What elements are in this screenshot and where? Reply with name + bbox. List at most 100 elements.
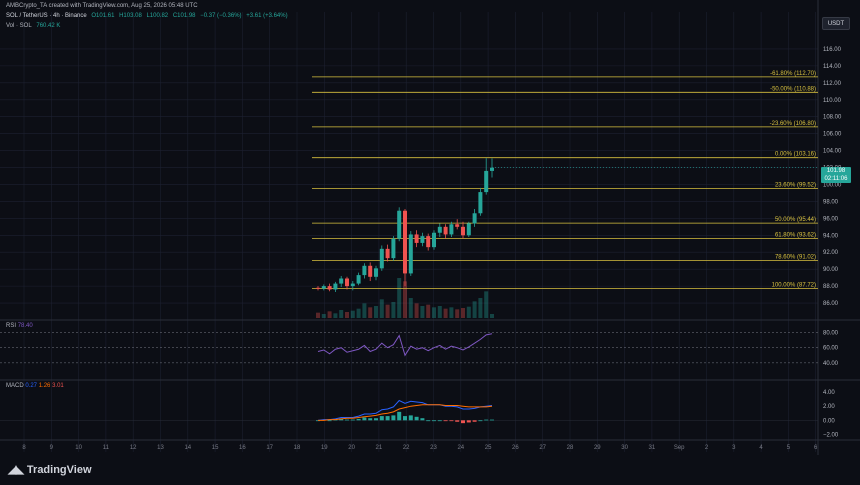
- x-tick-label: 16: [239, 445, 246, 451]
- volume-bar: [443, 308, 448, 318]
- tradingview-logo-icon: ◢◣: [8, 464, 24, 476]
- macd-v1: 0.27: [25, 383, 38, 389]
- x-tick-label: 9: [50, 445, 54, 451]
- macd-histogram-bar: [426, 420, 431, 422]
- volume-bar: [339, 310, 344, 318]
- macd-v2: 1.26: [38, 383, 51, 389]
- volume-bar: [356, 308, 361, 318]
- fib-level-label: 0.00% (103.16): [775, 152, 816, 158]
- x-tick-label: 18: [294, 445, 301, 451]
- candle-body: [455, 224, 460, 227]
- candle-body: [426, 236, 431, 248]
- x-tick-label: 25: [485, 445, 492, 451]
- ohlc-low: L100.82: [146, 13, 169, 19]
- symbol-info: SOL / TetherUS · 4h · Binance O101.61 H1…: [6, 13, 291, 19]
- brand-name: TradingView: [26, 463, 92, 476]
- fib-level-label: -23.60% (106.80): [770, 121, 816, 127]
- fib-level-label: -50.00% (110.88): [770, 86, 816, 92]
- macd-histogram-bar: [484, 419, 489, 421]
- x-tick-label: 13: [157, 445, 164, 451]
- volume-bar: [455, 309, 460, 318]
- x-tick-label: 26: [512, 445, 519, 451]
- y-tick-label: 112.00: [823, 81, 842, 87]
- macd-tick-label: −2.00: [823, 432, 839, 438]
- candle-body: [472, 213, 477, 224]
- x-tick-label: 28: [567, 445, 574, 451]
- volume-value: 760.42 K: [36, 23, 61, 29]
- macd-histogram-bar: [449, 420, 454, 422]
- x-tick-label: Sep: [674, 445, 685, 451]
- candle-body: [379, 248, 384, 269]
- x-tick-label: 27: [539, 445, 546, 451]
- fib-level-label: 100.00% (87.72): [772, 282, 816, 288]
- attribution: AMBCrypto_TA created with TradingView.co…: [6, 3, 198, 9]
- x-tick-label: 19: [321, 445, 328, 451]
- macd-tick-label: 4.00: [823, 390, 835, 396]
- volume-bar: [490, 314, 494, 318]
- macd-histogram-bar: [350, 419, 355, 421]
- x-tick-label: 4: [759, 445, 763, 451]
- candle-body: [443, 226, 448, 235]
- x-tick-label: 20: [348, 445, 355, 451]
- candle-body: [403, 210, 407, 274]
- y-tick-label: 92.00: [823, 250, 839, 256]
- rsi-label: RSI: [6, 323, 17, 329]
- y-tick-label: 114.00: [823, 64, 842, 70]
- volume-bar: [466, 306, 471, 318]
- candle-body: [345, 278, 349, 287]
- macd-histogram-bar: [397, 411, 402, 421]
- currency-badge[interactable]: USDT: [822, 17, 850, 30]
- last-price-value: 101.98: [826, 168, 846, 174]
- fib-level-label: 78.60% (91.02): [775, 255, 816, 261]
- y-tick-label: 86.00: [823, 301, 839, 307]
- x-tick-label: 22: [403, 445, 410, 451]
- candle-body: [478, 192, 483, 214]
- candle-body: [333, 283, 338, 290]
- y-tick-label: 100.00: [823, 182, 842, 188]
- x-tick-label: 11: [103, 445, 110, 451]
- tradingview-brand[interactable]: ◢◣ TradingView: [8, 463, 92, 477]
- volume-bar: [321, 314, 326, 318]
- macd-histogram-bar: [437, 420, 442, 422]
- rsi-tick-label: 80.00: [823, 331, 839, 337]
- rsi-tick-label: 60.00: [823, 346, 839, 352]
- candle-body: [484, 170, 489, 193]
- macd-signal-line: [318, 404, 493, 421]
- candle-body: [449, 224, 454, 235]
- candle-body: [350, 283, 355, 287]
- x-tick-label: 30: [621, 445, 628, 451]
- last-price-tag: 101.98 02:11:06: [821, 167, 851, 183]
- macd-histogram-bar: [461, 420, 465, 424]
- candle-body: [391, 238, 396, 259]
- candle-body: [374, 268, 378, 277]
- candle-body: [432, 232, 436, 248]
- macd-histogram-bar: [490, 419, 494, 421]
- candle-body: [385, 248, 390, 259]
- macd-histogram-bar: [443, 420, 448, 422]
- y-tick-label: 98.00: [823, 199, 839, 205]
- volume-bar: [327, 311, 332, 318]
- macd-legend: MACD 0.27 1.26 3.01: [6, 383, 64, 389]
- ohlc-change: −0.37 (−0.36%): [200, 13, 242, 19]
- volume-bar: [391, 302, 396, 318]
- volume-bar: [414, 303, 419, 318]
- candle-body: [362, 265, 367, 276]
- x-tick-label: 15: [212, 445, 219, 451]
- volume-bar: [368, 307, 373, 318]
- x-tick-label: 8: [22, 445, 26, 451]
- macd-histogram-bar: [478, 420, 483, 422]
- fib-level-label: 61.80% (93.62): [775, 233, 816, 239]
- volume-bar: [333, 313, 338, 318]
- volume-bar: [437, 306, 442, 318]
- x-tick-label: 31: [649, 445, 656, 451]
- volume-bar: [472, 301, 477, 318]
- y-tick-label: 104.00: [823, 149, 842, 155]
- x-tick-label: 21: [376, 445, 383, 451]
- macd-histogram-bar: [408, 415, 413, 421]
- y-tick-label: 116.00: [823, 47, 842, 53]
- symbol-title: SOL / TetherUS · 4h · Binance: [6, 13, 87, 19]
- volume-bar: [385, 304, 390, 318]
- rsi-value: 78.40: [17, 323, 33, 329]
- candle-body: [490, 167, 494, 171]
